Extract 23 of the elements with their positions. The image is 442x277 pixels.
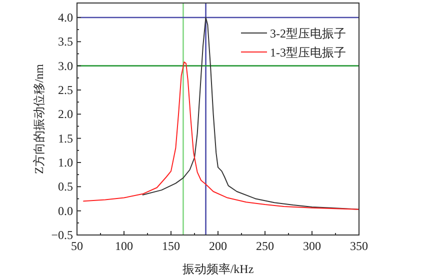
y-tick-label: 2.0: [58, 107, 73, 122]
y-tick-label: −0.5: [51, 228, 73, 242]
y-tick-label: 1.5: [58, 131, 73, 146]
x-tick-label: 50: [71, 239, 83, 253]
y-tick-label: 3.0: [58, 58, 73, 73]
x-tick-label: 300: [303, 239, 321, 253]
legend-label: 3-2型压电振子: [270, 26, 346, 40]
line-series: [83, 61, 360, 210]
y-tick-label: 2.5: [58, 83, 73, 97]
x-tick-label: 200: [209, 239, 227, 253]
x-axis-title: 振动频率/kHz: [182, 262, 254, 276]
y-tick-label: 0.0: [58, 204, 73, 218]
line-series: [142, 17, 360, 210]
x-tick-label: 100: [115, 239, 133, 253]
x-tick-label: 250: [256, 239, 274, 253]
y-tick-label: 4.0: [58, 10, 73, 24]
x-tick-label: 350: [350, 239, 368, 253]
x-tick-label: 150: [162, 239, 180, 253]
y-tick-label: 1.0: [58, 156, 73, 170]
y-tick-label: 3.5: [58, 34, 73, 49]
y-tick-label: 0.5: [58, 180, 73, 194]
y-axis-title: Z方向的振动位移/nm: [32, 63, 46, 174]
legend-label: 1-3型压电振子: [270, 46, 346, 60]
